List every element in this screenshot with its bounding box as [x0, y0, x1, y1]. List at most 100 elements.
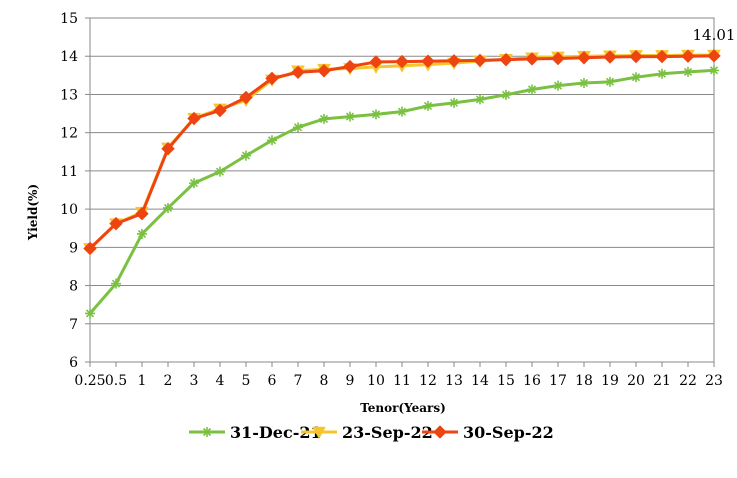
point-30-sep-22-5	[239, 90, 253, 105]
point-31-dec-21-0-25	[85, 308, 95, 319]
point-31-dec-21-8	[319, 113, 329, 124]
point-30-sep-22-18	[577, 51, 591, 65]
point-30-sep-22-8	[317, 64, 331, 78]
point-30-sep-22-19	[603, 50, 617, 64]
y-tick-label-7: 7	[69, 317, 78, 333]
y-tick-label-9: 9	[69, 240, 78, 256]
point-31-dec-21-6	[267, 135, 277, 146]
point-31-dec-21-17	[553, 80, 563, 91]
point-30-sep-22-23	[707, 49, 721, 63]
point-31-dec-21-0-5	[111, 278, 121, 289]
point-30-sep-22-12	[421, 54, 435, 68]
series-30-sep-22	[83, 49, 721, 256]
legend-label-31-dec-21: 31-Dec-21	[230, 423, 322, 442]
point-31-dec-21-10	[371, 109, 381, 120]
point-31-dec-21-7	[293, 122, 303, 133]
point-31-dec-21-5	[241, 150, 251, 161]
y-tick-label-12: 12	[60, 126, 78, 142]
y-gridlines	[85, 17, 714, 363]
legend-label-23-sep-22: 23-Sep-22	[342, 423, 433, 442]
x-tick-label-3: 3	[190, 373, 199, 389]
x-tick-label-20: 20	[627, 373, 645, 389]
x-tick-label-11: 11	[393, 373, 411, 389]
point-30-sep-22-14	[473, 53, 487, 68]
series-line-30-sep-22	[88, 54, 716, 250]
y-tick-labels: 6 7 8 9 10 11 12 13 14 15	[60, 11, 78, 371]
point-30-sep-22-4	[213, 103, 227, 118]
point-31-dec-21-2	[163, 202, 173, 213]
x-tick-label-5: 5	[242, 373, 251, 389]
x-tick-label-2: 2	[164, 373, 173, 389]
legend-marker-31-dec-21	[202, 427, 212, 437]
series-layer	[83, 49, 721, 319]
x-tick-label-15: 15	[497, 373, 515, 389]
point-30-sep-22-11	[395, 54, 409, 69]
point-30-sep-22-3	[187, 111, 201, 126]
legend-item-23-sep-22: 23-Sep-22	[301, 423, 433, 442]
point-31-dec-21-23	[709, 65, 719, 76]
x-tick-labels: 0.25 0.5 1 2 3 4 5 6 7 8 9 10 11 12 13 14 15 16 17 18 19 20 21…	[74, 362, 723, 389]
x-tick-label-21: 21	[653, 373, 671, 389]
point-30-sep-22-0-25	[83, 241, 97, 256]
legend-marker-23-sep-22	[312, 426, 326, 440]
x-tick-label-4: 4	[216, 373, 225, 389]
series-line-23-sep-22	[88, 53, 716, 250]
point-31-dec-21-12	[423, 100, 433, 111]
x-tick-label-8: 8	[320, 373, 329, 389]
y-axis-title: Yield(%)	[26, 184, 40, 241]
point-30-sep-22-15	[499, 52, 513, 67]
point-31-dec-21-9	[345, 111, 355, 122]
point-30-sep-22-2	[161, 142, 175, 156]
legend-item-30-sep-22: 30-Sep-22	[422, 423, 554, 442]
y-tick-label-15: 15	[60, 11, 78, 27]
legend-marker-30-sep-22	[433, 425, 447, 439]
point-30-sep-22-20	[629, 49, 643, 64]
point-30-sep-22-9	[343, 59, 357, 74]
point-31-dec-21-19	[605, 76, 615, 87]
point-31-dec-21-4	[215, 166, 225, 177]
legend-item-31-dec-21: 31-Dec-21	[189, 423, 322, 442]
y-tick-label-13: 13	[60, 87, 78, 103]
point-31-dec-21-18	[579, 77, 589, 88]
y-tick-label-8: 8	[69, 279, 78, 295]
x-tick-label-13: 13	[445, 373, 463, 389]
x-tick-label-7: 7	[294, 373, 303, 389]
x-tick-label-0-5: 0.5	[105, 373, 127, 389]
data-label-14-01: 14.01	[693, 26, 736, 44]
x-tick-label-16: 16	[523, 373, 541, 389]
annotation-layer: 14.01	[693, 26, 736, 44]
point-30-sep-22-10	[369, 55, 383, 69]
y-tick-label-14: 14	[60, 49, 78, 65]
x-tick-label-0-25: 0.25	[74, 373, 105, 389]
point-31-dec-21-16	[527, 84, 537, 95]
point-31-dec-21-1	[137, 228, 147, 239]
x-tick-label-18: 18	[575, 373, 593, 389]
series-31-dec-21	[85, 65, 719, 319]
x-tick-label-12: 12	[419, 373, 437, 389]
x-tick-label-19: 19	[601, 373, 619, 389]
x-tick-label-17: 17	[549, 373, 567, 389]
point-30-sep-22-22	[681, 49, 695, 63]
point-30-sep-22-1	[135, 206, 149, 221]
point-30-sep-22-13	[447, 54, 461, 68]
point-31-dec-21-22	[683, 66, 693, 77]
point-31-dec-21-15	[501, 89, 511, 100]
series-23-sep-22	[83, 49, 721, 256]
point-30-sep-22-21	[655, 49, 669, 64]
point-31-dec-21-21	[657, 68, 667, 79]
point-30-sep-22-16	[525, 52, 539, 66]
point-31-dec-21-14	[475, 94, 485, 105]
legend-label-30-sep-22: 30-Sep-22	[463, 423, 554, 442]
x-tick-label-1: 1	[138, 373, 147, 389]
x-tick-label-23: 23	[705, 373, 723, 389]
point-31-dec-21-3	[189, 178, 199, 189]
x-axis-title: Tenor(Years)	[360, 401, 446, 415]
point-31-dec-21-20	[631, 72, 641, 83]
point-30-sep-22-0-5	[109, 216, 123, 231]
point-30-sep-22-7	[291, 65, 305, 79]
x-tick-label-14: 14	[471, 373, 489, 389]
y-tick-label-6: 6	[69, 355, 78, 371]
point-30-sep-22-17	[551, 51, 565, 66]
y-tick-label-10: 10	[60, 202, 78, 218]
